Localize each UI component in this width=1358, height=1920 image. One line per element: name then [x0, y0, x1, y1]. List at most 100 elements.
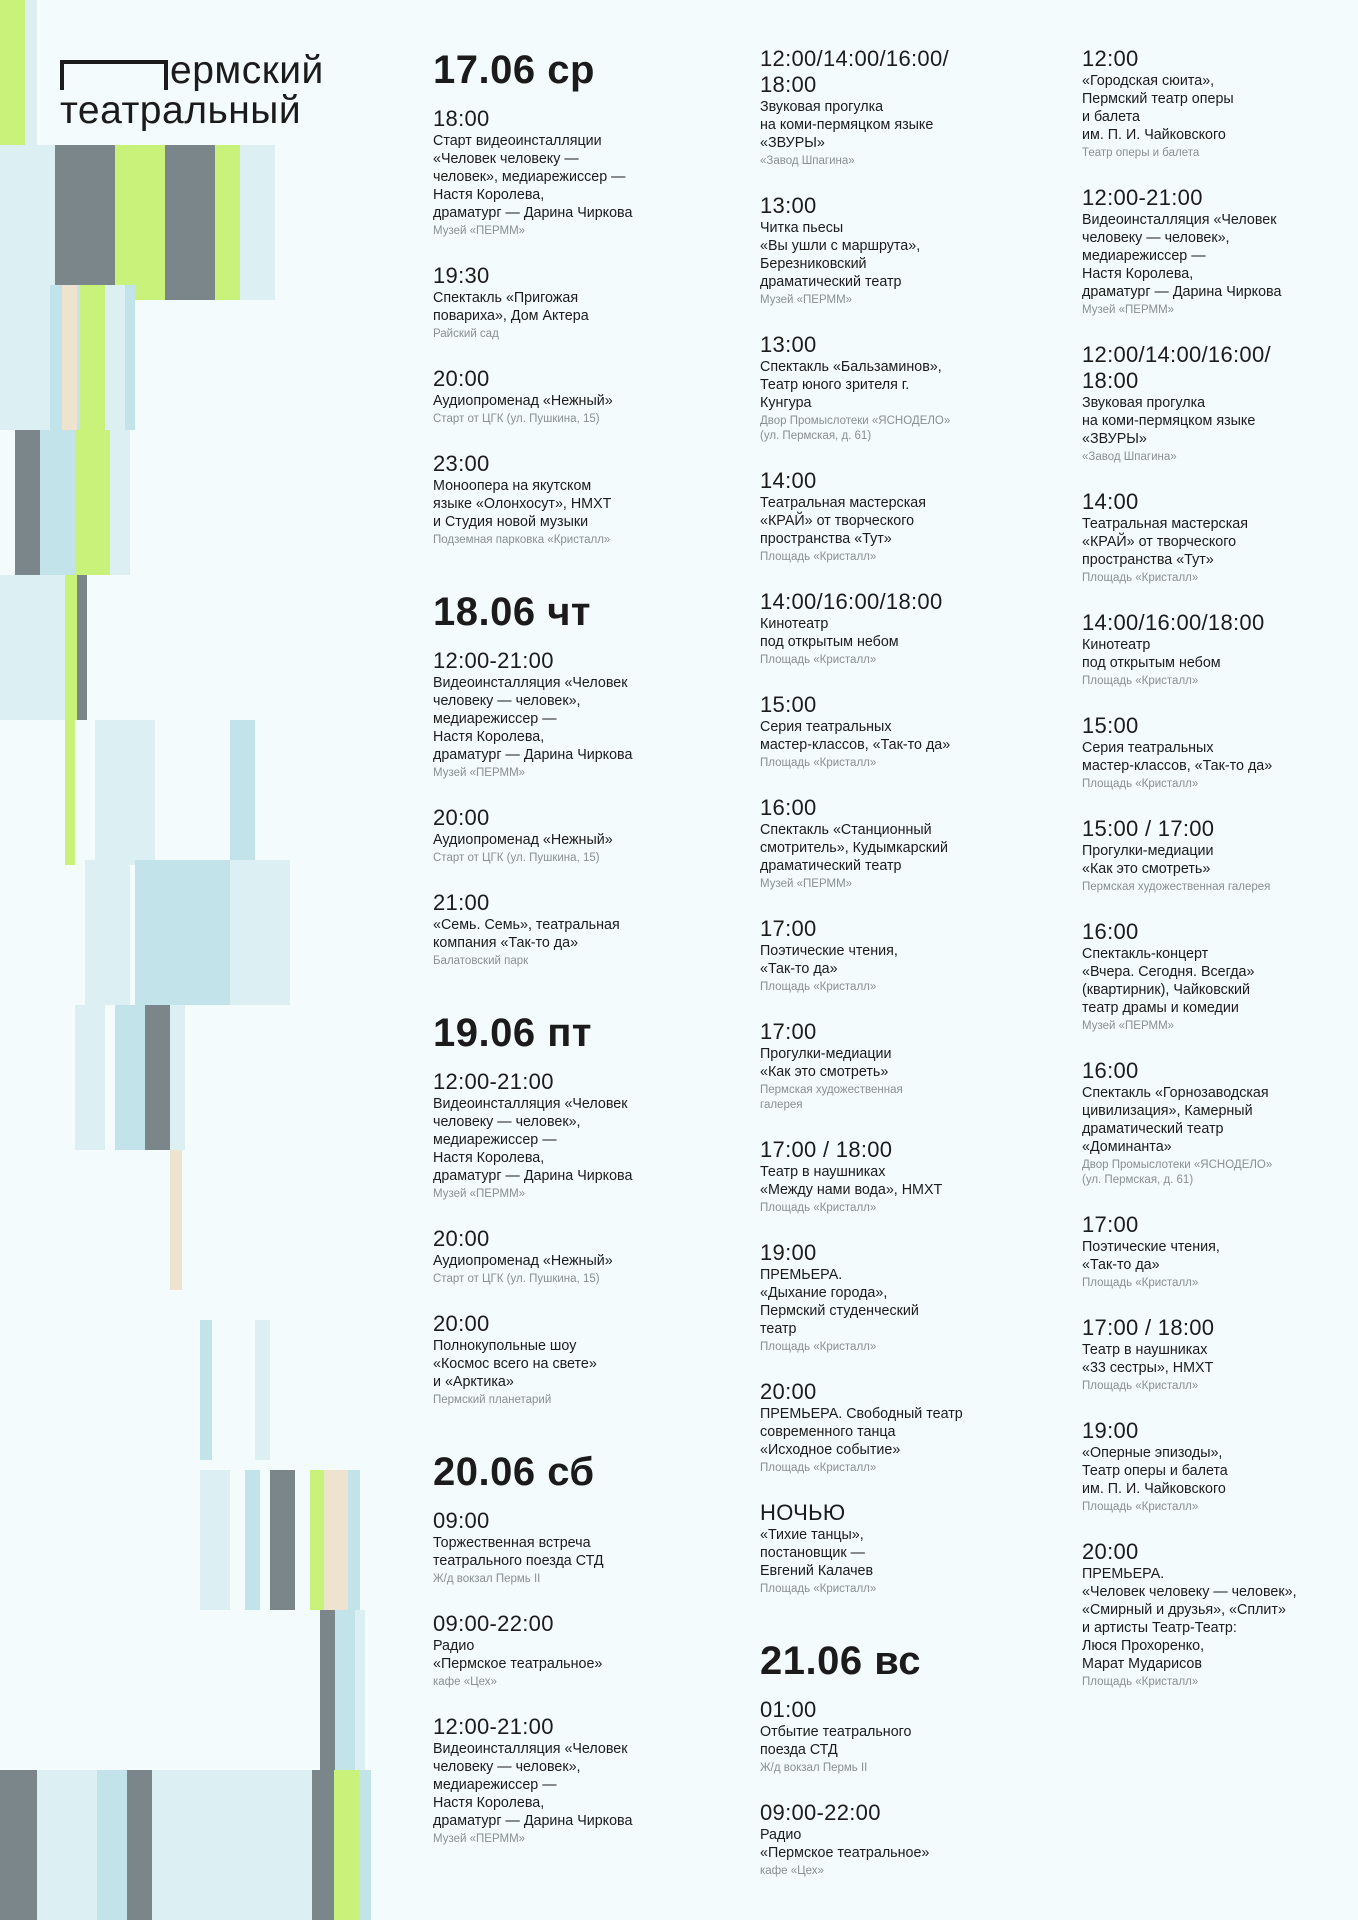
- event-time: 15:00: [1082, 713, 1139, 738]
- event-time: 20:00: [433, 1311, 490, 1336]
- decorative-stripes: [0, 0, 420, 1920]
- event-time: 01:00: [760, 1697, 817, 1722]
- decorative-stripe: [75, 430, 110, 575]
- event-item: 12:00 «Городская сюита», Пермский театр о…: [1082, 46, 1352, 161]
- event-item: 15:00 / 17:00 Прогулки-медиации «Как это …: [1082, 816, 1352, 895]
- event-venue: Площадь «Кристалл»: [1082, 675, 1199, 687]
- event-venue: Пермская художественная галерея: [1082, 881, 1271, 893]
- event-time: 17:00: [760, 1019, 817, 1044]
- day-title: 18.06 чт: [433, 590, 592, 634]
- event-venue: Балатовский парк: [433, 955, 529, 967]
- logo-line2: театральный: [60, 89, 302, 132]
- event-venue: Площадь «Кристалл»: [760, 654, 877, 666]
- event-time: 12:00-21:00: [433, 648, 554, 673]
- event-venue: Подземная парковка «Кристалл»: [433, 534, 611, 546]
- event-time: 09:00-22:00: [433, 1611, 554, 1636]
- schedule-column-2: 12:00/14:00/16:00/ 18:00 Звуковая прогулк…: [760, 46, 1060, 1919]
- event-time: 17:00: [760, 916, 817, 941]
- event-item: 20:00 ПРЕМЬЕРА. Свободный театр современн…: [760, 1379, 1060, 1476]
- decorative-stripe: [110, 430, 130, 575]
- event-description: Спектакль «Станционный смотритель», Куды…: [760, 822, 948, 874]
- event-description: Аудиопроменад «Нежный»: [433, 393, 613, 409]
- event-item: 17:00 Поэтические чтения, «Так-то да» Площ…: [1082, 1212, 1352, 1291]
- event-item: 14:00/16:00/18:00 Кинотеатр под открытым …: [760, 589, 1060, 668]
- event-item: 20:00 Полнокупольные шоу «Космос всего на…: [433, 1311, 733, 1408]
- day-title: 20.06 сб: [433, 1450, 595, 1494]
- event-description: Поэтические чтения, «Так-то да»: [1082, 1239, 1220, 1273]
- decorative-stripe: [355, 1610, 365, 1770]
- event-time: 16:00: [1082, 919, 1139, 944]
- event-venue: Музей «ПЕРММ»: [433, 1833, 526, 1845]
- event-item: 13:00 Читка пьесы «Вы ушли с маршрута», Б…: [760, 193, 1060, 308]
- event-venue: Пермский планетарий: [433, 1394, 552, 1406]
- event-description: Звуковая прогулка на коми-пермяцком язык…: [760, 99, 934, 151]
- decorative-stripe: [152, 1770, 312, 1920]
- decorative-stripe: [97, 1770, 127, 1920]
- event-item: 12:00-21:00 Видеоинсталляция «Человек чел…: [1082, 185, 1352, 318]
- event-description: Торжественная встреча театрального поезд…: [433, 1535, 604, 1569]
- decorative-stripe: [230, 720, 255, 865]
- event-venue: Площадь «Кристалл»: [760, 1202, 877, 1214]
- event-item: 20:00 Аудиопроменад «Нежный» Старт от ЦГК …: [433, 1226, 733, 1287]
- event-item: 20:00 Аудиопроменад «Нежный» Старт от ЦГК …: [433, 366, 733, 427]
- event-description: Кинотеатр под открытым небом: [760, 616, 899, 650]
- event-time: 17:00: [1082, 1212, 1139, 1237]
- event-description: Радио «Пермское театральное»: [433, 1638, 603, 1672]
- event-venue: Площадь «Кристалл»: [1082, 572, 1199, 584]
- event-venue: Площадь «Кристалл»: [760, 1462, 877, 1474]
- day-title: 21.06 вс: [760, 1639, 922, 1683]
- day-section: 19.06 пт 12:00-21:00 Видеоинсталляция «Чел…: [433, 1009, 733, 1408]
- day-section: 12:00/14:00/16:00/ 18:00 Звуковая прогулк…: [760, 46, 1060, 1597]
- event-time: 12:00-21:00: [433, 1069, 554, 1094]
- decorative-stripe: [0, 575, 65, 720]
- event-description: Поэтические чтения, «Так-то да»: [760, 943, 898, 977]
- event-description: Моноопера на якутском языке «Олонхосут»,…: [433, 478, 612, 530]
- event-time: 16:00: [1082, 1058, 1139, 1083]
- event-description: Серия театральных мастер-классов, «Так-т…: [1082, 740, 1273, 774]
- event-time: 20:00: [433, 366, 490, 391]
- day-title: 17.06 ср: [433, 48, 595, 92]
- event-venue: Площадь «Кристалл»: [1082, 778, 1199, 790]
- event-description: Полнокупольные шоу «Космос всего на свет…: [433, 1338, 597, 1390]
- event-item: 12:00/14:00/16:00/ 18:00 Звуковая прогулк…: [760, 46, 1060, 169]
- decorative-stripe: [127, 1770, 152, 1920]
- decorative-stripe: [115, 145, 165, 300]
- event-time: 15:00: [760, 692, 817, 717]
- festival-logo: ермский театральный: [60, 51, 324, 132]
- event-description: ПРЕМЬЕРА. «Дыхание города», Пермский сту…: [760, 1267, 919, 1337]
- event-item: 12:00-21:00 Видеоинсталляция «Человек чел…: [433, 1714, 733, 1847]
- decorative-stripe: [215, 145, 240, 300]
- decorative-stripe: [80, 285, 105, 430]
- decorative-stripe: [335, 1610, 355, 1770]
- day-title: 19.06 пт: [433, 1011, 592, 1055]
- event-item: 20:00 Аудиопроменад «Нежный» Старт от ЦГК …: [433, 805, 733, 866]
- decorative-stripe: [115, 1005, 145, 1150]
- event-item: 16:00 Спектакль «Горнозаводская цивилизац…: [1082, 1058, 1352, 1188]
- event-item: 14:00 Театральная мастерская «КРАЙ» от тв…: [760, 468, 1060, 565]
- event-time: 20:00: [760, 1379, 817, 1404]
- day-section: 17.06 ср 18:00 Старт видеоинсталляции «Чел…: [433, 46, 733, 548]
- event-time: 12:00-21:00: [1082, 185, 1203, 210]
- event-time: 20:00: [433, 1226, 490, 1251]
- event-time: 13:00: [760, 193, 817, 218]
- event-item: 19:00 ПРЕМЬЕРА. «Дыхание города», Пермски…: [760, 1240, 1060, 1355]
- event-description: Театральная мастерская «КРАЙ» от творчес…: [1082, 516, 1248, 568]
- decorative-stripe: [230, 860, 290, 1005]
- event-item: 20:00 ПРЕМЬЕРА. «Человек человеку — челов…: [1082, 1539, 1352, 1690]
- decorative-stripe: [65, 720, 75, 865]
- event-description: Театральная мастерская «КРАЙ» от творчес…: [760, 495, 926, 547]
- event-venue: Старт от ЦГК (ул. Пушкина, 15): [433, 413, 600, 425]
- event-venue: Музей «ПЕРММ»: [433, 1188, 526, 1200]
- decorative-stripe: [200, 1470, 230, 1610]
- event-venue: Театр оперы и балета: [1082, 147, 1200, 159]
- event-time: 14:00: [760, 468, 817, 493]
- day-section: 21.06 вс 01:00 Отбытие театрального поезда…: [760, 1637, 1060, 1879]
- event-item: 12:00-21:00 Видеоинсталляция «Человек чел…: [433, 648, 733, 781]
- decorative-stripe: [125, 285, 135, 430]
- event-time: 19:30: [433, 263, 490, 288]
- decorative-stripe: [240, 145, 275, 300]
- event-venue: Площадь «Кристалл»: [760, 1341, 877, 1353]
- event-time: 12:00/14:00/16:00/ 18:00: [760, 46, 949, 97]
- event-venue: Музей «ПЕРММ»: [433, 767, 526, 779]
- decorative-stripe: [0, 285, 50, 430]
